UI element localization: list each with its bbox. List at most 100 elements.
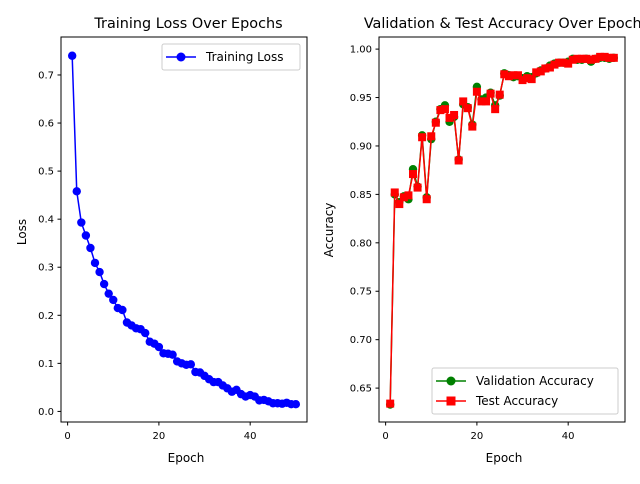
data-point-training-loss (67, 51, 77, 60)
data-point-test-accuracy (573, 54, 582, 63)
y-tick-label: 0.4 (38, 215, 54, 226)
y-tick-label: 0.80 (350, 238, 372, 249)
plot-area (385, 52, 619, 409)
data-point-test-accuracy (404, 191, 413, 200)
legend-marker-validation-accuracy (446, 376, 456, 386)
data-point-test-accuracy (418, 133, 427, 142)
y-axis-label: Accuracy (322, 203, 336, 258)
legend: Validation Accuracy Test Accuracy (431, 367, 619, 415)
y-tick-label: 1.00 (350, 45, 372, 56)
legend-box (431, 367, 619, 415)
legend-label-training-loss: Training Loss (205, 50, 283, 64)
data-point-test-accuracy (605, 53, 614, 62)
x-tick-label: 20 (471, 431, 484, 442)
data-point-test-accuracy (518, 76, 527, 85)
legend-marker-test-accuracy (446, 396, 456, 406)
data-point-test-accuracy (545, 63, 554, 72)
legend-label-validation-accuracy: Validation Accuracy (476, 374, 594, 388)
x-axis-label: Epoch (168, 451, 205, 465)
data-point-test-accuracy (577, 54, 586, 63)
data-point-test-accuracy (564, 59, 573, 68)
data-point-test-accuracy (395, 200, 404, 209)
data-point-test-accuracy (436, 106, 445, 115)
data-point-test-accuracy (541, 64, 550, 73)
data-point-test-accuracy (586, 55, 595, 64)
x-tick-label: 40 (244, 431, 257, 442)
x-tick-label: 20 (153, 431, 166, 442)
data-point-training-loss (90, 258, 100, 268)
y-tick-label: 0.7 (38, 70, 54, 81)
data-point-test-accuracy (390, 188, 399, 197)
data-point-test-accuracy (491, 105, 500, 114)
axis-ticks: 0 20 40 0.0 0.1 0.2 0.3 0.4 0.5 0.6 0.7 (38, 70, 256, 442)
data-point-training-loss (81, 231, 91, 240)
training-loss-chart: Training Loss Over Epochs 0 20 40 0.0 0.1 0.2… (15, 16, 308, 465)
data-point-training-loss (291, 400, 301, 409)
data-point-test-accuracy (477, 97, 486, 106)
data-point-test-accuracy (513, 71, 522, 80)
axis-ticks: 0 20 40 0.65 0.70 0.75 0.80 0.85 0.90 0.95 1.00 (350, 45, 575, 442)
data-point-test-accuracy (409, 170, 418, 179)
accuracy-chart: Validation & Test Accuracy Over Epochs 0… (322, 16, 640, 465)
data-point-test-accuracy (568, 55, 577, 64)
data-point-training-loss (109, 295, 118, 305)
data-point-training-loss (154, 342, 164, 352)
y-tick-label: 0.6 (38, 119, 54, 130)
y-tick-label: 0.5 (38, 167, 54, 178)
data-point-test-accuracy (532, 68, 541, 77)
data-point-test-accuracy (550, 60, 559, 69)
data-point-training-loss (118, 305, 127, 315)
legend-label-test-accuracy: Test Accuracy (475, 394, 558, 408)
axes-frame (60, 36, 308, 423)
series-group (385, 52, 619, 409)
y-tick-label: 0.75 (350, 287, 372, 298)
data-point-test-accuracy (482, 97, 491, 106)
data-point-test-accuracy (536, 67, 545, 76)
data-point-training-loss (186, 360, 196, 369)
data-point-test-accuracy (596, 52, 605, 61)
data-point-test-accuracy (450, 110, 459, 119)
data-point-test-accuracy (509, 71, 518, 80)
data-point-test-accuracy (504, 72, 513, 81)
data-point-test-accuracy (609, 53, 618, 62)
data-point-test-accuracy (454, 156, 463, 165)
data-point-test-accuracy (527, 75, 536, 84)
x-tick-label: 40 (562, 431, 575, 442)
chart-title: Training Loss Over Epochs (93, 16, 282, 32)
y-tick-label: 0.85 (350, 190, 372, 201)
data-point-test-accuracy (600, 52, 609, 61)
data-point-test-accuracy (582, 54, 591, 63)
data-point-test-accuracy (559, 58, 568, 67)
data-point-training-loss (95, 267, 104, 277)
y-tick-label: 0.90 (350, 141, 372, 152)
data-point-training-loss (77, 218, 86, 227)
data-point-test-accuracy (431, 118, 440, 127)
data-point-training-loss (86, 243, 95, 253)
data-point-test-accuracy (399, 193, 408, 202)
data-point-training-loss (104, 289, 113, 298)
x-tick-label: 0 (382, 431, 388, 442)
data-point-test-accuracy (472, 87, 481, 96)
data-point-test-accuracy (486, 89, 495, 98)
y-tick-label: 0.65 (350, 384, 372, 395)
data-point-test-accuracy (555, 58, 564, 67)
data-point-test-accuracy (591, 54, 600, 63)
y-axis-label: Loss (15, 219, 29, 245)
data-point-test-accuracy (459, 97, 468, 106)
y-tick-label: 0.2 (38, 311, 54, 322)
data-point-training-loss (99, 279, 109, 289)
legend: Training Loss (161, 43, 301, 71)
legend-box (161, 43, 301, 71)
series-group (67, 51, 301, 409)
data-point-test-accuracy (445, 113, 454, 122)
data-point-training-loss (72, 187, 81, 196)
data-point-test-accuracy (468, 122, 477, 131)
y-tick-label: 0.0 (38, 407, 54, 418)
data-point-test-accuracy (523, 74, 532, 83)
data-point-test-accuracy (500, 70, 509, 79)
data-point-test-accuracy (427, 132, 436, 141)
y-tick-label: 0.3 (38, 263, 54, 274)
legend-marker-training-loss (176, 52, 186, 62)
data-point-test-accuracy (463, 104, 472, 113)
